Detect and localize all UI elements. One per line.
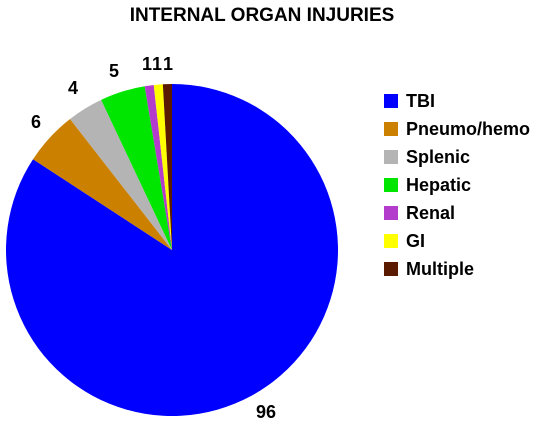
data-label-gi: 1 (152, 54, 162, 74)
pie-slice-pneumo-hemo (33, 119, 172, 250)
pie-slice-gi (153, 84, 172, 250)
legend-swatch-multiple (384, 262, 398, 276)
legend-label-tbi: TBI (406, 91, 435, 111)
legend-label-hepatic: Hepatic (406, 175, 471, 195)
legend-swatch-hepatic (384, 178, 398, 192)
legend-label-pneumo-hemo: Pneumo/hemo (406, 119, 530, 139)
pie-slice-hepatic (101, 86, 172, 250)
legend-swatch-pneumo-hemo (384, 122, 398, 136)
data-label-multiple: 1 (163, 54, 173, 74)
legend-swatch-splenic (384, 150, 398, 164)
data-label-renal: 1 (142, 54, 152, 74)
legend-label-renal: Renal (406, 203, 455, 223)
data-label-splenic: 4 (68, 78, 78, 98)
data-label-tbi: 96 (256, 402, 276, 422)
legend-label-multiple: Multiple (406, 259, 474, 279)
pie-slice-tbi (6, 84, 339, 416)
legend-label-gi: GI (406, 231, 425, 251)
legend-swatch-tbi (384, 94, 398, 108)
data-labels: 96 6 4 5 1 1 1 (31, 54, 276, 422)
pie-slice-multiple (162, 83, 172, 250)
pie-slice-renal (144, 85, 172, 250)
legend: TBI Pneumo/hemo Splenic Hepatic Renal GI Multi… (384, 91, 530, 279)
data-label-pneumo-hemo: 6 (31, 112, 41, 132)
legend-swatch-gi (384, 234, 398, 248)
legend-label-splenic: Splenic (406, 147, 470, 167)
pie-slice-splenic (70, 99, 172, 250)
chart-title: INTERNAL ORGAN INJURIES (130, 5, 395, 26)
pie-slices (6, 83, 339, 416)
legend-swatch-renal (384, 206, 398, 220)
data-label-hepatic: 5 (109, 61, 119, 81)
